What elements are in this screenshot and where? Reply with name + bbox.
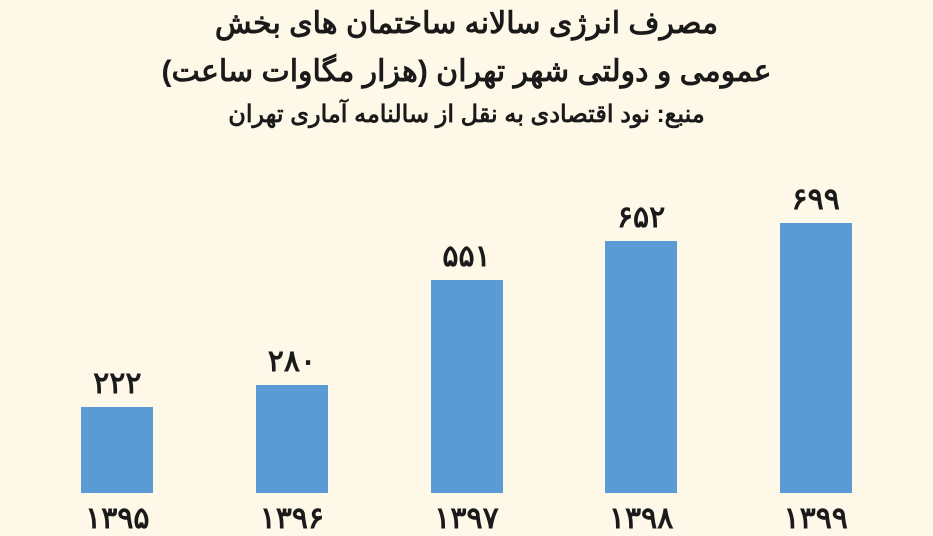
bar (605, 241, 677, 493)
x-axis-label: ۱۳۹۶ (232, 501, 352, 536)
chart-title-block: مصرف انرژی سالانه ساختمان های بخش عمومی … (0, 0, 933, 144)
x-axis-label: ۱۳۹۸ (581, 501, 701, 536)
bar-value-label: ۶۹۹ (792, 182, 840, 217)
chart-plot-area: ۲۲۲ ۲۸۰ ۵۵۱ ۶۵۲ ۶۹۹ (0, 144, 933, 493)
bar (256, 385, 328, 493)
chart-x-axis: ۱۳۹۵ ۱۳۹۶ ۱۳۹۷ ۱۳۹۸ ۱۳۹۹ (0, 493, 933, 536)
bar-group: ۲۸۰ (232, 164, 352, 493)
bar-group: ۲۲۲ (57, 164, 177, 493)
bar (780, 223, 852, 493)
bar-group: ۶۵۲ (581, 164, 701, 493)
bar (81, 407, 153, 493)
bar-group: ۶۹۹ (756, 164, 876, 493)
chart-title-line2: عمومی و دولتی شهر تهران (هزار مگاوات ساع… (20, 48, 913, 96)
chart-title-line1: مصرف انرژی سالانه ساختمان های بخش (20, 0, 913, 48)
bar-group: ۵۵۱ (407, 164, 527, 493)
bar (431, 280, 503, 493)
bar-value-label: ۲۸۰ (268, 344, 316, 379)
x-axis-label: ۱۳۹۹ (756, 501, 876, 536)
bar-value-label: ۲۲۲ (93, 366, 141, 401)
bar-value-label: ۵۵۱ (442, 239, 490, 274)
chart-subtitle: منبع: نود اقتصادی به نقل از سالنامه آمار… (20, 96, 913, 134)
x-axis-label: ۱۳۹۷ (407, 501, 527, 536)
x-axis-label: ۱۳۹۵ (57, 501, 177, 536)
bar-value-label: ۶۵۲ (617, 200, 665, 235)
energy-chart: مصرف انرژی سالانه ساختمان های بخش عمومی … (0, 0, 933, 536)
